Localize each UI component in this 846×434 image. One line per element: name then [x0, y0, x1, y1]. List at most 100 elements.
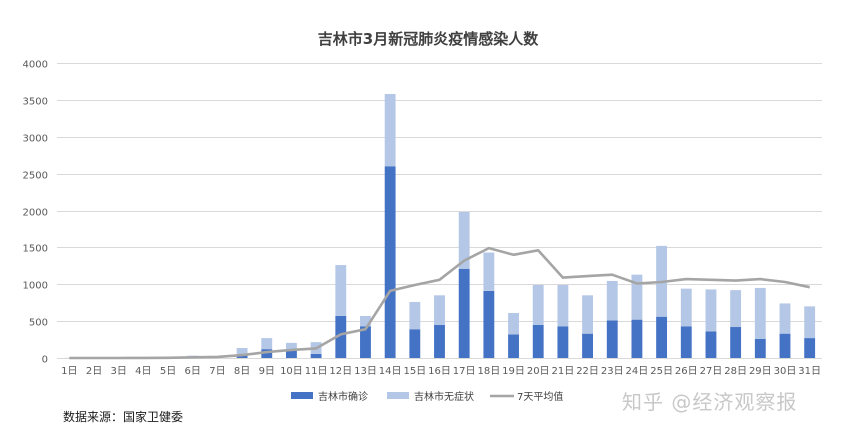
asymptomatic-bar	[236, 348, 248, 355]
asymptomatic-bar	[705, 289, 717, 332]
legend-average-label: 7天平均值	[517, 390, 563, 403]
x-tick-label: 26日	[675, 366, 698, 377]
y-tick-label: 500	[29, 318, 48, 329]
x-tick-label: 5日	[160, 366, 176, 377]
asymptomatic-bar	[360, 315, 371, 327]
y-tick-label: 1000	[23, 281, 48, 292]
confirmed-bar	[360, 326, 371, 358]
chart-title: 吉林市3月新冠肺炎疫情感染人数	[318, 30, 539, 48]
x-tick-label: 16日	[428, 366, 451, 377]
average-line	[69, 246, 810, 360]
x-tick-label: 3日	[111, 366, 127, 377]
x-tick-label: 15日	[403, 366, 426, 377]
x-tick-label: 20日	[527, 366, 550, 377]
asymptomatic-bar	[779, 303, 791, 334]
x-tick-label: 2日	[86, 366, 102, 377]
y-tick-label: 1500	[23, 244, 48, 255]
x-tick-label: 6日	[185, 366, 201, 377]
confirmed-bar	[508, 334, 519, 358]
asymptomatic-bar	[508, 313, 519, 335]
x-tick-label: 29日	[749, 366, 772, 377]
confirmed-bar	[730, 327, 742, 358]
asymptomatic-bar	[286, 342, 297, 351]
asymptomatic-bar	[730, 290, 742, 328]
x-tick-label: 1日	[61, 366, 77, 377]
y-tick-label: 3000	[23, 134, 48, 145]
x-tick-label: 23日	[601, 366, 624, 377]
x-tick-label: 13日	[354, 366, 377, 377]
asymptomatic-bar	[335, 265, 347, 316]
confirmed-bar	[384, 166, 396, 358]
x-tick-label: 14日	[379, 366, 402, 377]
x-tick-label: 25日	[650, 366, 673, 377]
x-axis-ticks: 1日 2日 3日 4日 5日 6日 7日 8日 9日 10日 11日 12日 13日 14日 15日 16日 1…	[61, 366, 821, 377]
x-tick-label: 11日	[305, 366, 328, 377]
asymptomatic-bar	[631, 274, 643, 320]
x-tick-label: 12日	[329, 366, 352, 377]
asymptomatic-bar	[483, 252, 495, 291]
legend-asymptomatic-swatch	[387, 392, 409, 399]
confirmed-bar	[680, 326, 692, 358]
confirmed-bar	[631, 319, 643, 358]
x-tick-label: 4日	[135, 366, 151, 377]
x-tick-label: 24日	[626, 366, 649, 377]
confirmed-bar	[434, 324, 445, 358]
x-tick-label: 27日	[700, 366, 723, 377]
confirmed-bar	[532, 324, 544, 358]
confirmed-bar	[779, 333, 791, 358]
x-tick-label: 8日	[234, 366, 250, 377]
y-tick-label: 2500	[23, 171, 48, 182]
watermark: 知乎 @经济观察报	[622, 390, 798, 414]
confirmed-bar	[606, 320, 618, 358]
asymptomatic-bar	[606, 280, 618, 321]
confirmed-bar	[409, 329, 421, 358]
x-tick-label: 17日	[453, 366, 476, 377]
x-tick-label: 9日	[259, 366, 275, 377]
confirmed-bar	[804, 338, 816, 358]
legend: 吉林市确诊 吉林市无症状 7天平均值	[291, 390, 563, 403]
asymptomatic-bar	[261, 338, 273, 350]
asymptomatic-bar	[582, 295, 593, 334]
grid-lines	[57, 63, 822, 359]
confirmed-bar	[286, 350, 297, 358]
confirmed-bar	[483, 290, 495, 358]
confirmed-bar	[582, 333, 593, 358]
y-tick-label: 4000	[23, 60, 48, 71]
x-tick-label: 22日	[576, 366, 599, 377]
x-tick-label: 7日	[209, 366, 225, 377]
confirmed-bar	[754, 338, 766, 358]
confirmed-bar	[656, 316, 668, 358]
legend-asymptomatic-label: 吉林市无症状	[414, 390, 474, 403]
confirmed-bar	[458, 268, 470, 358]
x-tick-label: 31日	[798, 366, 821, 377]
x-tick-label: 30日	[774, 366, 797, 377]
legend-confirmed-swatch	[291, 392, 313, 399]
x-tick-label: 19日	[502, 366, 525, 377]
legend-confirmed-label: 吉林市确诊	[318, 390, 368, 403]
x-tick-label: 10日	[280, 366, 303, 377]
y-axis-ticks: 0 500 1000 1500 2000 2500 3000 3500 4000	[23, 60, 48, 366]
asymptomatic-bar	[458, 211, 470, 269]
x-tick-label: 21日	[552, 366, 575, 377]
confirmed-bar	[310, 353, 322, 358]
asymptomatic-bar	[754, 287, 766, 339]
asymptomatic-bar	[680, 288, 692, 327]
confirmed-bar	[335, 315, 347, 358]
source-note: 数据来源：国家卫健委	[63, 410, 184, 424]
asymptomatic-bar	[434, 295, 445, 325]
x-tick-label: 18日	[477, 366, 500, 377]
y-tick-label: 0	[42, 355, 48, 366]
asymptomatic-bar	[384, 93, 396, 167]
average-series-line	[69, 246, 810, 360]
bars	[63, 93, 816, 358]
confirmed-bar	[261, 349, 273, 358]
asymptomatic-bar	[557, 284, 569, 327]
confirmed-bar	[557, 326, 569, 358]
y-tick-label: 3500	[23, 97, 48, 108]
confirmed-bar	[705, 331, 717, 358]
asymptomatic-bar	[804, 306, 816, 339]
y-tick-label: 2000	[23, 208, 48, 219]
x-tick-label: 28日	[724, 366, 747, 377]
asymptomatic-bar	[409, 301, 421, 330]
